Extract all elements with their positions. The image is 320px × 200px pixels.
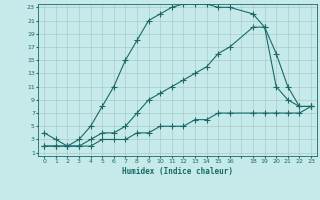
X-axis label: Humidex (Indice chaleur): Humidex (Indice chaleur): [122, 167, 233, 176]
